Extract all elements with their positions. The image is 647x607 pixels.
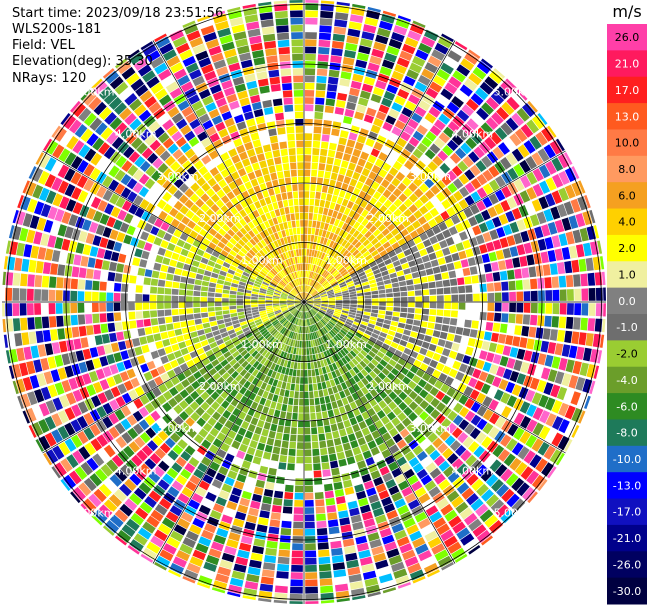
azimuth-line-30 [303,40,456,303]
range-label: 3.00km [409,422,451,435]
range-label: 1.00km [325,338,367,351]
colorbar-tick-label: 1.0 [618,268,636,281]
colorbar-band [607,577,647,605]
colorbar-band [607,419,647,447]
colorbar-tick-label: -17.0 [613,506,641,519]
colorbar-tick-label: 10.0 [615,137,640,150]
colorbar-tick-label: -4.0 [616,374,637,387]
colorbar-tick-label: -6.0 [616,400,637,413]
range-label: 4.00km [115,464,157,477]
colorbar-tick-label: 2.0 [618,242,636,255]
colorbar-band [607,182,647,210]
colorbar-band [607,472,647,500]
range-label: 5.00km [73,86,115,99]
range-label: 5.00km [494,86,536,99]
range-label: 5.00km [494,506,536,519]
colorbar-tick-label: 0.0 [618,295,636,308]
range-label: 4.00km [452,464,494,477]
field-text: Field: VEL [12,38,75,53]
velocity-region-layer [120,111,488,493]
range-label: 2.00km [367,212,409,225]
colorbar-tick-label: 13.0 [615,110,640,123]
colorbar-band [607,208,647,236]
colorbar-band [607,261,647,289]
colorbar-band [607,76,647,104]
colorbar-band [607,155,647,183]
azimuth-line-210 [152,301,305,564]
range-label: 1.00km [241,254,283,267]
colorbar-tick-label: -26.0 [613,558,641,571]
range-label: 1.00km [325,254,367,267]
nrays-text: NRays: 120 [12,71,87,86]
azimuth-line-150 [303,301,456,564]
range-ring-layer [2,0,606,604]
colorbar-unit: m/s [612,2,641,21]
colorbar-tick-label: -2.0 [616,348,637,361]
colorbar-tick-label: -8.0 [616,427,637,440]
colorbar-band [607,498,647,526]
range-label: 3.00km [157,170,199,183]
colorbar-band [607,24,647,51]
colorbar-tick-label: 26.0 [615,31,640,44]
colorbar-band [607,366,647,394]
colorbar-band [607,551,647,579]
colorbar-tick-label: -13.0 [613,479,641,492]
colorbar-tick-label: 4.0 [618,216,636,229]
colorbar-band [607,234,647,262]
colorbar-band [607,393,647,420]
instrument-text: WLS200s-181 [12,22,102,37]
elevation-text: Elevation(deg): 35.30 [12,54,153,69]
colorbar-tick-label: -1.0 [616,321,637,334]
azimuth-line-60 [303,150,566,303]
noise-layer [2,0,606,604]
range-label: 3.00km [157,422,199,435]
range-label-layer: 1.00km 1.00km 1.00km 1.00km 2.00km 2.00km 2.00… [73,86,535,520]
range-label: 3.00km [409,170,451,183]
azimuth-line-240 [42,301,305,454]
colorbar-tick-label: 17.0 [615,84,640,97]
range-label: 2.00km [367,380,409,393]
colorbar-band [607,340,647,368]
colorbar-tick-label: 8.0 [618,163,636,176]
azimuth-line-300 [42,150,305,303]
colorbar-band [607,50,647,78]
range-label: 5.00km [73,506,115,519]
colorbar-band [607,129,647,157]
colorbar-band [607,445,647,473]
colorbar-tick-label: -30.0 [613,585,641,598]
azimuth-line-330 [152,40,305,303]
colorbar-band [607,314,647,341]
colorbar-band [607,103,647,130]
colorbar-band [607,524,647,552]
colorbar-tick-label: 21.0 [615,58,640,71]
azimuth-line-120 [303,301,566,454]
range-label: 1.00km [241,338,283,351]
range-label: 2.00km [199,212,241,225]
colorbar-tick-label: 6.0 [618,189,636,202]
colorbar-band [607,287,647,315]
range-label: 4.00km [115,128,157,141]
colorbar: 26.0 21.0 17.0 13.0 10.0 8.0 6.0 4.0 2.0 1.0 0.0 -1… [607,2,647,605]
colorbar-tick-label: -21.0 [613,532,641,545]
range-label: 2.00km [199,380,241,393]
range-label: 4.00km [452,128,494,141]
colorbar-tick-label: -10.0 [613,453,641,466]
start-time-text: Start time: 2023/09/18 23:51:56 [12,6,224,21]
